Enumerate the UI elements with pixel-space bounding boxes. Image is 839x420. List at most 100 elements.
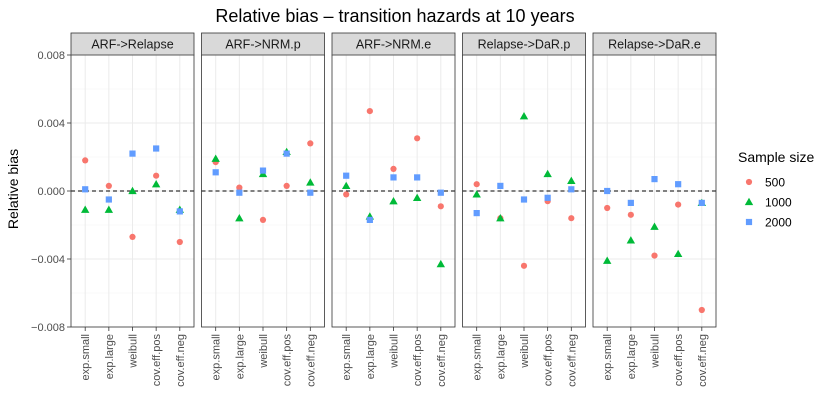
y-tick-label: 0.000: [37, 186, 65, 198]
data-point: [153, 172, 160, 179]
facet-strip-label: ARF->NRM.p: [225, 38, 300, 52]
data-point: [128, 186, 137, 195]
data-point: [473, 181, 480, 188]
data-point: [496, 214, 505, 222]
data-point: [437, 203, 444, 210]
data-point: [176, 238, 183, 246]
data-point: [651, 252, 658, 259]
data-point: [675, 181, 682, 188]
data-point: [520, 262, 528, 269]
x-tick-label: exp.small: [472, 334, 484, 380]
data-point: [151, 180, 161, 188]
legend-key-circle: [745, 178, 753, 186]
data-point: [651, 176, 658, 183]
data-point: [437, 189, 444, 196]
facet-panel: Relapse->DaR.e exp.small exp.large weibull c…: [592, 32, 717, 387]
data-point: [105, 182, 112, 189]
x-tick-label: exp.small: [341, 334, 353, 380]
data-point: [627, 199, 634, 206]
data-point: [307, 140, 314, 147]
x-tick-label: cov.eff.pos: [412, 334, 424, 387]
x-tick-label: cov.eff.pos: [543, 334, 555, 387]
legend-label: 2000: [765, 216, 792, 230]
data-point: [698, 306, 705, 314]
data-point: [414, 174, 421, 181]
data-point: [307, 189, 314, 196]
data-point: [283, 182, 290, 189]
data-point: [604, 187, 611, 195]
data-point: [472, 190, 481, 198]
y-tick-label: −0.004: [31, 254, 65, 266]
legend: Sample size 500 1000 2000: [738, 149, 814, 231]
data-point: [212, 169, 219, 176]
data-point: [414, 135, 421, 142]
legend-key-triangle: [744, 197, 754, 206]
legend-label: 1000: [765, 196, 792, 210]
data-point: [82, 186, 89, 193]
x-tick-label: weibull: [389, 334, 401, 369]
data-point: [698, 199, 705, 206]
x-tick-label: exp.large: [234, 334, 246, 379]
chart-title: Relative bias – transition hazards at 10…: [215, 6, 574, 26]
x-tick-label: exp.large: [104, 334, 116, 379]
data-point: [129, 233, 136, 240]
data-point: [366, 216, 373, 223]
data-point: [602, 256, 612, 264]
x-tick-label: cov.eff.neg: [175, 334, 187, 387]
data-point: [544, 194, 551, 201]
data-point: [153, 145, 160, 152]
data-point: [520, 196, 528, 203]
facet-panels: ARF->Relapse exp.small exp.large weibull cov…: [70, 32, 717, 387]
x-tick-label: cov.eff.neg: [697, 334, 709, 387]
data-point: [567, 176, 576, 184]
legend-label: 500: [765, 176, 785, 190]
data-point: [236, 184, 243, 191]
facet-strip-label: Relapse->DaR.e: [608, 38, 701, 52]
facet-strip-label: ARF->NRM.e: [356, 38, 431, 52]
data-point: [390, 174, 397, 181]
facet-panel: ARF->NRM.p exp.small exp.large weibull cov.e…: [201, 32, 325, 387]
x-tick-label: exp.small: [211, 334, 223, 380]
facet-panel: ARF->Relapse exp.small exp.large weibull cov…: [70, 32, 195, 387]
x-tick-label: cov.eff.neg: [305, 334, 317, 387]
x-tick-label: exp.large: [365, 334, 377, 379]
data-point: [604, 204, 611, 212]
data-point: [568, 186, 575, 193]
data-point: [341, 181, 351, 190]
x-tick-label: weibull: [519, 334, 531, 369]
data-point: [176, 208, 183, 215]
facet-panel: ARF->NRM.e exp.small exp.large weibull cov.e…: [331, 32, 456, 387]
legend-title: Sample size: [738, 149, 814, 165]
data-point: [497, 182, 504, 189]
data-point: [104, 205, 114, 213]
data-point: [283, 150, 290, 157]
x-tick-label: weibull: [650, 334, 662, 369]
data-point: [82, 157, 89, 164]
x-tick-label: cov.eff.neg: [436, 334, 448, 387]
x-tick-label: exp.small: [80, 334, 92, 380]
data-point: [412, 193, 422, 201]
data-point: [389, 197, 398, 205]
y-tick-label: 0.008: [37, 50, 65, 62]
data-point: [436, 259, 446, 268]
x-tick-label: cov.eff.pos: [673, 334, 685, 387]
data-point: [650, 222, 659, 230]
data-point: [259, 167, 267, 174]
facet-strip-label: Relapse->DaR.p: [478, 38, 571, 52]
data-point: [235, 214, 244, 222]
data-point: [306, 178, 315, 186]
data-point: [211, 154, 220, 162]
facet-strip-label: ARF->Relapse: [91, 38, 173, 52]
x-tick-label: exp.large: [626, 334, 638, 379]
data-point: [675, 201, 682, 208]
x-tick-label: weibull: [128, 334, 140, 369]
facet-panel: Relapse->DaR.p exp.small exp.large weibull c…: [462, 32, 586, 387]
data-point: [105, 196, 112, 203]
x-tick-label: cov.eff.pos: [282, 334, 294, 387]
data-point: [236, 189, 243, 196]
data-point: [259, 216, 267, 223]
x-tick-label: cov.eff.neg: [566, 334, 578, 387]
data-point: [627, 211, 634, 218]
x-tick-label: exp.small: [602, 334, 614, 380]
